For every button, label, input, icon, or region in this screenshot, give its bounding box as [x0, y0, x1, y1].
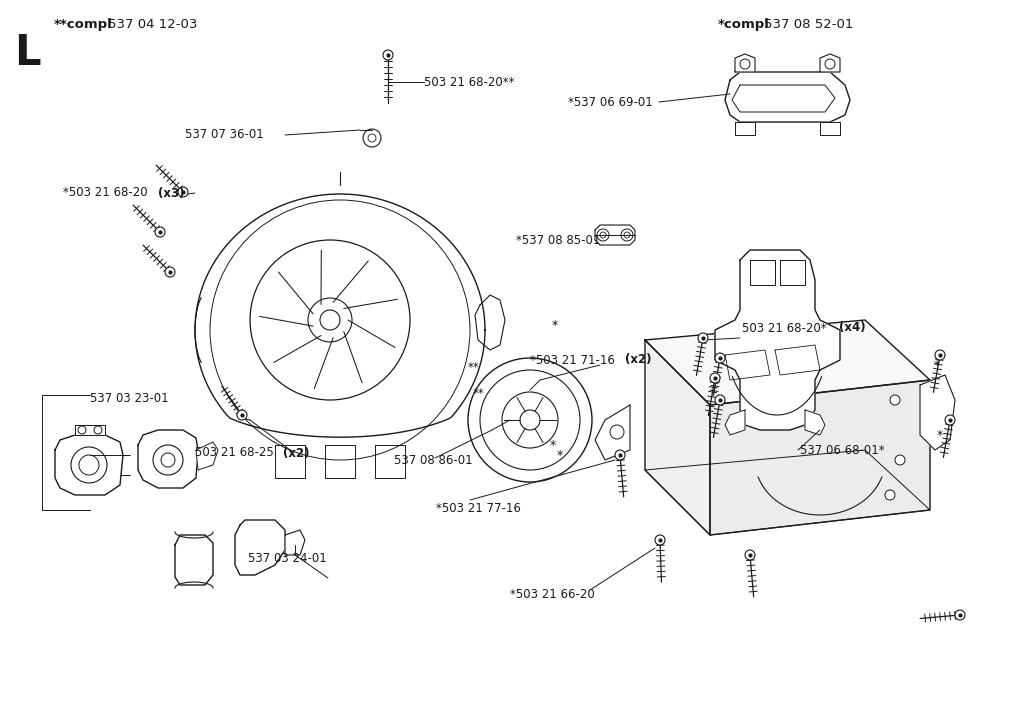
Circle shape: [715, 353, 725, 363]
Polygon shape: [725, 410, 745, 435]
Text: 503 21 68-25: 503 21 68-25: [195, 446, 278, 460]
Text: *: *: [550, 439, 556, 451]
Circle shape: [362, 129, 381, 147]
Circle shape: [710, 373, 720, 383]
Text: *537 08 85-01: *537 08 85-01: [516, 234, 600, 246]
Text: 537 03 24-01: 537 03 24-01: [248, 552, 327, 564]
Circle shape: [745, 550, 755, 560]
Text: **compl: **compl: [54, 18, 113, 31]
Circle shape: [825, 59, 835, 69]
Circle shape: [698, 333, 708, 343]
Polygon shape: [285, 530, 305, 555]
Text: (x2): (x2): [625, 354, 651, 366]
Polygon shape: [234, 520, 285, 575]
Circle shape: [935, 350, 945, 360]
Text: 537 08 86-01: 537 08 86-01: [394, 453, 473, 467]
Text: 503 21 68-20**: 503 21 68-20**: [424, 76, 514, 88]
Polygon shape: [820, 54, 840, 72]
Polygon shape: [920, 375, 955, 450]
Polygon shape: [725, 72, 850, 122]
Circle shape: [715, 395, 725, 405]
Text: 537 04 12-03: 537 04 12-03: [108, 18, 198, 31]
Text: 503 21 68-20*: 503 21 68-20*: [742, 322, 830, 334]
Polygon shape: [805, 410, 825, 435]
Polygon shape: [196, 442, 218, 470]
Polygon shape: [820, 122, 840, 135]
Circle shape: [885, 490, 895, 500]
Circle shape: [165, 267, 175, 277]
Text: **: **: [473, 387, 484, 399]
Text: *: *: [934, 359, 940, 371]
Circle shape: [890, 395, 900, 405]
Polygon shape: [645, 340, 710, 535]
Text: 537 08 52-01: 537 08 52-01: [764, 18, 853, 31]
Text: 537 03 23-01: 537 03 23-01: [90, 392, 169, 404]
Text: *: *: [557, 449, 563, 461]
Circle shape: [155, 227, 165, 237]
Circle shape: [178, 187, 188, 197]
Circle shape: [945, 415, 955, 425]
Circle shape: [895, 455, 905, 465]
Polygon shape: [595, 225, 635, 245]
Circle shape: [237, 410, 247, 420]
Text: *503 21 68-20: *503 21 68-20: [63, 187, 152, 199]
Polygon shape: [175, 535, 213, 585]
Text: *503 21 77-16: *503 21 77-16: [436, 501, 521, 515]
Polygon shape: [710, 380, 930, 535]
Polygon shape: [595, 405, 630, 460]
Polygon shape: [735, 122, 755, 135]
Text: *compl: *compl: [718, 18, 770, 31]
Text: (x4): (x4): [839, 322, 865, 334]
Text: *503 21 71-16: *503 21 71-16: [530, 354, 618, 366]
Text: 537 07 36-01: 537 07 36-01: [185, 128, 264, 142]
Text: *503 21 66-20: *503 21 66-20: [510, 588, 595, 600]
Text: 537 06 68-01*: 537 06 68-01*: [800, 444, 885, 456]
Circle shape: [955, 610, 965, 620]
Text: (x3): (x3): [158, 187, 184, 199]
Polygon shape: [75, 425, 105, 435]
Polygon shape: [55, 435, 123, 495]
Circle shape: [615, 450, 625, 460]
Text: *: *: [552, 319, 558, 331]
Circle shape: [368, 134, 376, 142]
Circle shape: [383, 50, 393, 60]
Text: L: L: [14, 32, 41, 74]
Text: (x2): (x2): [283, 446, 309, 460]
Polygon shape: [138, 430, 198, 488]
Circle shape: [655, 535, 665, 545]
Text: **: **: [468, 362, 480, 374]
Text: *: *: [937, 428, 943, 442]
Circle shape: [740, 59, 750, 69]
Polygon shape: [715, 250, 840, 430]
Polygon shape: [735, 54, 755, 72]
Text: *537 06 69-01: *537 06 69-01: [568, 95, 652, 109]
Polygon shape: [645, 320, 930, 405]
